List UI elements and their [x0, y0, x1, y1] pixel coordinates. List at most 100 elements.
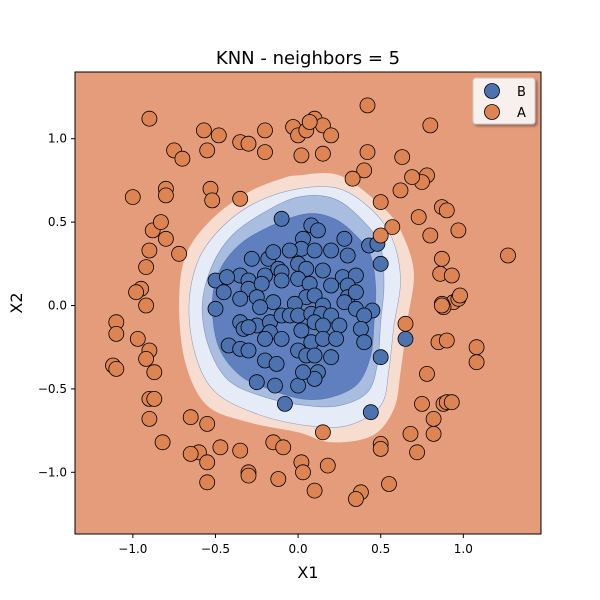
point-b-89	[295, 364, 311, 381]
point-a-80	[402, 425, 419, 442]
point-b-63	[293, 322, 310, 339]
point-b-92	[397, 330, 414, 347]
point-a-46	[108, 325, 125, 342]
y-axis-ticks: −1.0 −0.5 0.0 0.5 1.0	[38, 132, 75, 479]
point-a-49	[138, 350, 155, 367]
point-a-44	[138, 297, 155, 314]
point-b-44	[207, 300, 224, 317]
point-a-76	[347, 491, 364, 507]
x-tick-label: 0.0	[289, 542, 308, 556]
x-tick-label: 1.0	[454, 542, 473, 556]
point-b-85	[248, 374, 265, 391]
point-b-22	[314, 262, 331, 279]
point-a-52	[108, 360, 125, 377]
point-b-70	[240, 342, 257, 359]
point-a-23	[394, 149, 411, 166]
point-b-55	[290, 307, 307, 324]
point-a-0	[141, 110, 158, 127]
point-b-78	[268, 355, 285, 372]
x-axis-ticks: −1.0 −0.5 0.0 0.5 1.0	[118, 534, 473, 556]
point-a-107	[410, 209, 427, 226]
point-b-82	[323, 349, 340, 366]
point-b-76	[356, 334, 373, 351]
point-a-27	[404, 169, 421, 186]
point-a-92	[468, 354, 485, 371]
point-a-17	[314, 145, 331, 162]
point-a-55	[141, 410, 158, 427]
point-a-56	[182, 409, 199, 426]
point-a-58	[154, 434, 171, 451]
point-a-60	[232, 442, 249, 459]
point-a-37	[152, 214, 169, 231]
point-b-0	[273, 210, 290, 227]
point-a-88	[419, 365, 435, 382]
point-a-54	[146, 390, 163, 407]
legend-marker-b	[484, 83, 500, 99]
point-a-68	[275, 439, 292, 456]
legend-label-b: B	[517, 85, 526, 100]
point-a-81	[409, 444, 426, 461]
point-b-87	[290, 377, 307, 394]
point-a-28	[392, 182, 409, 199]
point-b-81	[306, 347, 323, 364]
point-a-32	[157, 187, 174, 204]
point-b-27	[219, 269, 235, 286]
point-a-4	[174, 150, 191, 167]
point-b-83	[372, 349, 389, 366]
chart-title: KNN - neighbors = 5	[216, 48, 400, 69]
point-a-106	[422, 227, 439, 244]
point-a-100	[500, 247, 516, 264]
point-a-20	[356, 162, 373, 179]
point-b-7	[243, 250, 260, 267]
point-a-39	[171, 245, 188, 262]
legend: B A	[472, 77, 536, 125]
point-a-66	[240, 467, 257, 484]
point-a-47	[129, 330, 146, 347]
y-tick-label: 0.5	[48, 215, 67, 229]
point-a-12	[293, 147, 310, 164]
point-a-22	[301, 114, 318, 130]
point-a-72	[306, 482, 323, 499]
legend-marker-a	[484, 104, 500, 120]
point-a-84	[425, 425, 442, 442]
point-a-29	[372, 194, 389, 211]
point-b-31	[273, 272, 290, 289]
point-a-35	[232, 190, 249, 207]
x-axis-label: X1	[297, 563, 318, 582]
point-a-19	[359, 144, 376, 161]
x-tick-label: −0.5	[201, 542, 230, 556]
point-a-73	[314, 424, 331, 441]
point-a-82	[414, 395, 430, 412]
point-a-24	[422, 117, 439, 134]
point-b-65	[314, 317, 331, 334]
point-a-9	[257, 144, 273, 161]
point-b-45	[252, 299, 269, 316]
point-a-38	[157, 230, 174, 247]
point-a-63	[199, 454, 216, 471]
point-a-40	[141, 242, 158, 259]
point-a-43	[128, 284, 145, 301]
point-a-8	[257, 122, 273, 139]
point-a-1	[195, 122, 212, 139]
point-a-110	[433, 297, 450, 314]
point-a-41	[138, 259, 155, 276]
point-b-66	[331, 317, 348, 334]
point-b-4	[336, 230, 353, 247]
point-b-36	[232, 290, 249, 307]
point-a-104	[438, 202, 455, 219]
point-a-34	[204, 192, 221, 209]
point-b-75	[328, 330, 345, 347]
point-a-78	[372, 440, 389, 457]
y-tick-label: 1.0	[48, 132, 67, 146]
legend-label-a: A	[517, 106, 526, 121]
y-tick-label: −1.0	[38, 465, 67, 479]
point-b-61	[240, 319, 257, 336]
point-b-30	[253, 275, 270, 292]
point-b-34	[323, 277, 340, 294]
point-b-3	[309, 222, 326, 239]
point-a-69	[270, 471, 287, 487]
point-a-108	[384, 219, 401, 236]
point-b-38	[265, 294, 282, 311]
y-tick-label: 0.0	[48, 299, 67, 313]
point-a-83	[425, 410, 442, 427]
